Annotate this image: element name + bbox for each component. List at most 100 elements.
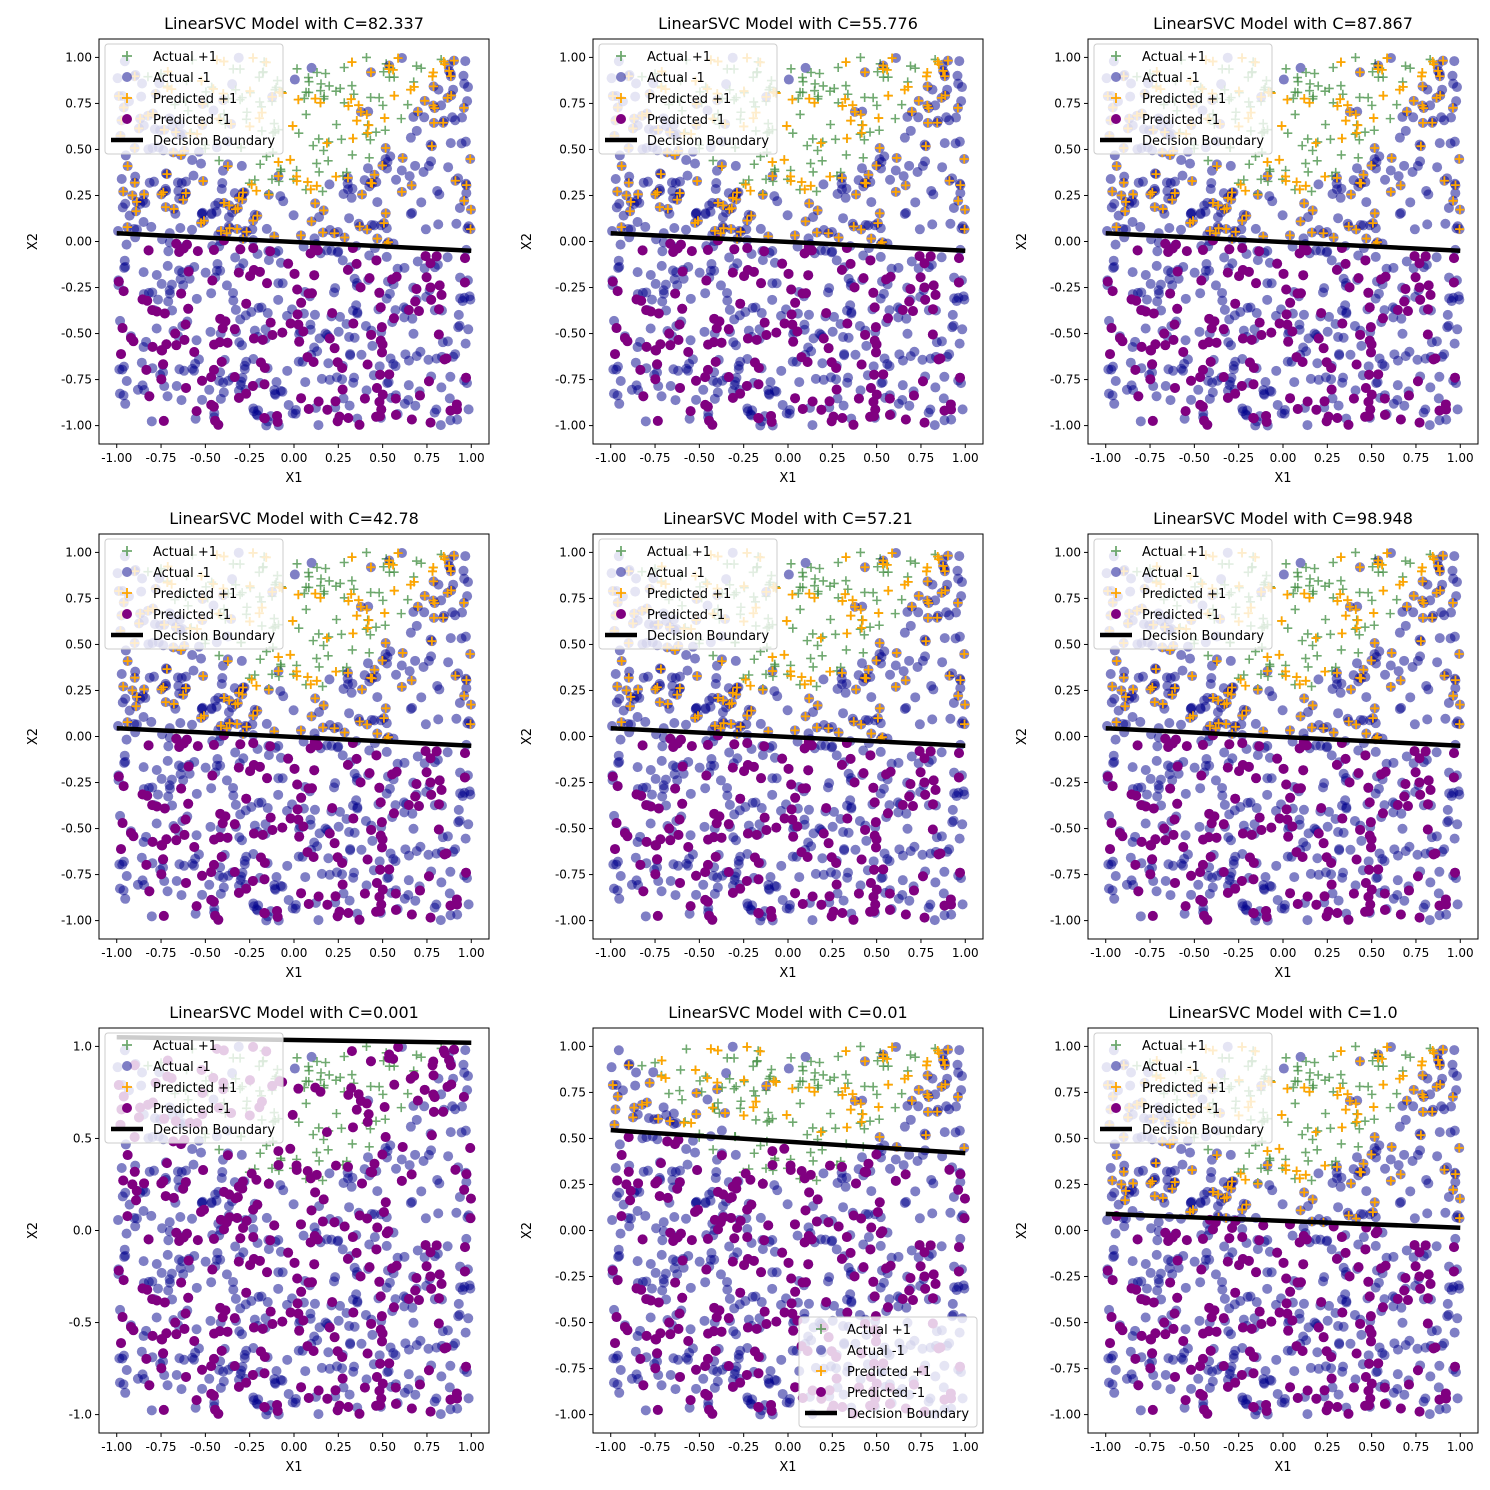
legend-label: Decision Boundary xyxy=(1142,134,1264,149)
actual-neg-point xyxy=(410,896,420,906)
predicted-neg-point xyxy=(1266,328,1276,338)
predicted-neg-point xyxy=(230,372,240,382)
predicted-neg-point xyxy=(866,383,876,393)
actual-neg-point xyxy=(192,335,202,345)
actual-neg-point xyxy=(1211,280,1221,290)
actual-neg-point xyxy=(464,899,474,909)
actual-neg-point xyxy=(1439,349,1449,359)
actual-neg-point xyxy=(1326,374,1336,384)
actual-neg-point xyxy=(1136,287,1146,297)
actual-neg-point xyxy=(686,294,696,304)
predicted-neg-point xyxy=(1251,278,1261,288)
legend-actual-neg-marker xyxy=(122,72,132,82)
predicted-neg-point xyxy=(673,335,683,345)
actual-neg-point xyxy=(122,240,132,250)
actual-neg-point xyxy=(408,329,418,339)
actual-neg-point xyxy=(876,378,886,388)
actual-neg-point xyxy=(436,382,446,392)
actual-neg-point xyxy=(443,657,453,667)
actual-neg-point xyxy=(1108,362,1118,372)
actual-neg-point xyxy=(423,355,433,365)
actual-neg-point xyxy=(461,137,471,147)
actual-neg-point xyxy=(405,666,415,676)
actual-neg-point xyxy=(201,268,211,278)
actual-neg-point xyxy=(317,869,327,879)
actual-neg-point xyxy=(382,252,392,262)
actual-neg-point xyxy=(347,184,357,194)
actual-neg-point xyxy=(459,79,469,89)
x-tick-label: -0.50 xyxy=(190,451,221,465)
actual-neg-point xyxy=(367,836,377,846)
actual-neg-point xyxy=(117,669,127,679)
actual-neg-point xyxy=(310,310,320,320)
legend-label: Predicted -1 xyxy=(1142,113,1220,128)
predicted-neg-point xyxy=(1281,285,1291,295)
predicted-neg-point xyxy=(1160,239,1170,249)
actual-neg-point xyxy=(1227,258,1237,268)
predicted-neg-point xyxy=(1136,305,1146,315)
predicted-neg-point xyxy=(687,246,697,256)
y-tick-label: -1.00 xyxy=(1050,419,1081,433)
actual-neg-point xyxy=(307,63,317,73)
actual-neg-point xyxy=(404,851,414,861)
actual-neg-point xyxy=(204,880,214,890)
actual-neg-point xyxy=(1190,268,1200,278)
actual-neg-point xyxy=(416,197,426,207)
actual-neg-point xyxy=(741,224,751,234)
actual-neg-point xyxy=(1219,252,1229,262)
actual-neg-point xyxy=(1434,372,1444,382)
predicted-neg-point xyxy=(652,359,662,369)
actual-neg-point xyxy=(682,171,692,181)
actual-neg-point xyxy=(731,161,741,171)
predicted-neg-point xyxy=(901,415,911,425)
actual-neg-point xyxy=(404,356,414,366)
predicted-neg-point xyxy=(437,785,447,795)
y-tick-label: 0.25 xyxy=(559,188,586,202)
predicted-neg-point xyxy=(1159,329,1169,339)
predicted-neg-point xyxy=(213,420,223,430)
actual-neg-point xyxy=(348,306,358,316)
actual-neg-point xyxy=(197,890,207,900)
predicted-neg-point xyxy=(147,800,157,810)
actual-neg-point xyxy=(1432,162,1442,172)
x-axis-label: X1 xyxy=(779,471,796,486)
actual-neg-point xyxy=(894,399,904,409)
predicted-neg-point xyxy=(1198,402,1208,412)
predicted-neg-point xyxy=(1413,376,1423,386)
actual-neg-point xyxy=(313,915,323,925)
actual-neg-point xyxy=(187,225,197,235)
actual-neg-point xyxy=(1399,401,1409,411)
actual-neg-point xyxy=(174,265,184,275)
actual-neg-point xyxy=(1432,252,1442,262)
actual-neg-point xyxy=(930,382,940,392)
actual-neg-point xyxy=(147,416,157,426)
actual-neg-point xyxy=(120,751,130,761)
actual-neg-point xyxy=(312,841,322,851)
predicted-neg-point xyxy=(1131,296,1141,306)
actual-neg-point xyxy=(1114,211,1124,221)
predicted-neg-point xyxy=(798,404,808,414)
predicted-neg-point xyxy=(831,363,841,373)
actual-neg-point xyxy=(122,735,132,745)
predicted-neg-point xyxy=(613,286,623,296)
predicted-neg-point xyxy=(148,342,158,352)
y-tick-label: 0.75 xyxy=(1054,96,1081,110)
actual-neg-point xyxy=(651,279,661,289)
actual-neg-point xyxy=(1404,347,1414,357)
predicted-neg-point xyxy=(356,777,366,787)
predicted-neg-point xyxy=(918,376,928,386)
predicted-neg-point xyxy=(258,335,268,345)
predicted-neg-point xyxy=(784,269,794,279)
predicted-neg-point xyxy=(686,406,696,416)
predicted-neg-point xyxy=(1285,393,1295,403)
actual-neg-point xyxy=(1236,224,1246,234)
predicted-neg-point xyxy=(1172,304,1182,314)
actual-neg-point xyxy=(323,358,333,368)
actual-neg-point xyxy=(1109,399,1119,409)
predicted-neg-point xyxy=(1361,383,1371,393)
actual-neg-point xyxy=(1238,406,1248,416)
actual-neg-point xyxy=(231,305,241,315)
predicted-neg-point xyxy=(1293,288,1303,298)
predicted-neg-point xyxy=(714,316,724,326)
actual-neg-point xyxy=(1128,217,1138,227)
